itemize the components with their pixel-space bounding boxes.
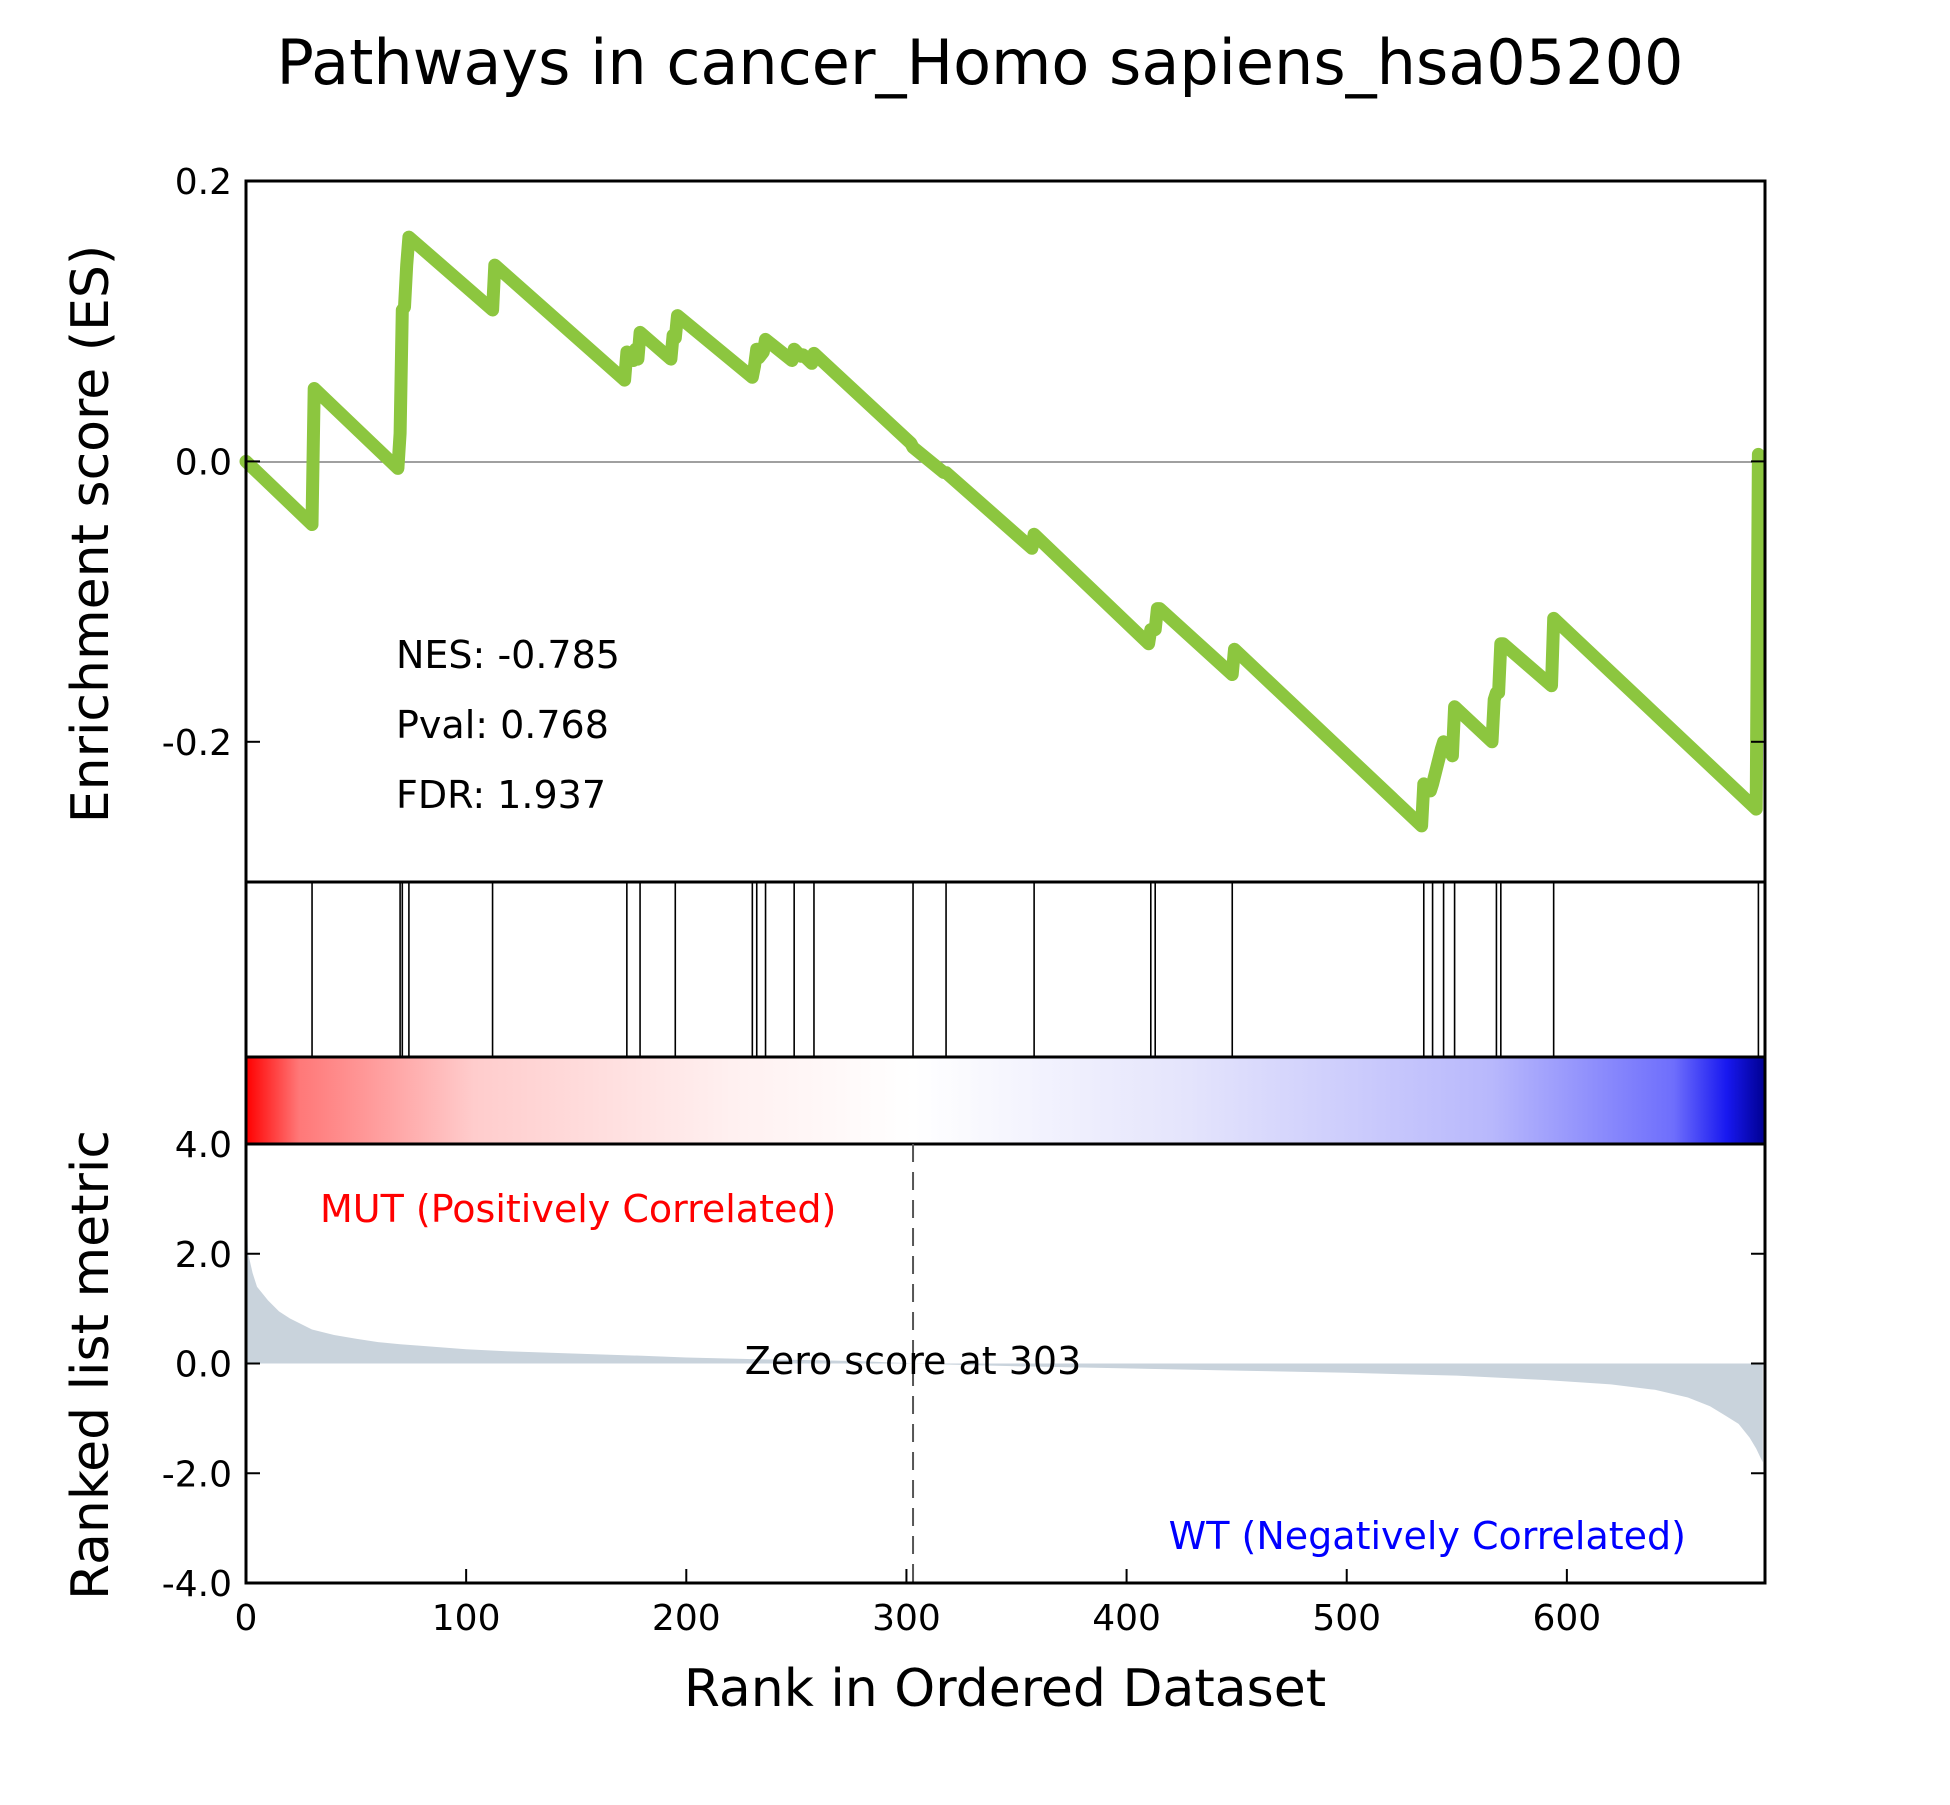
metric-y-tick-label: 2.0 <box>175 1235 232 1276</box>
metric-y-tick-label: -4.0 <box>162 1564 232 1605</box>
negative-correlation-label: WT (Negatively Correlated) <box>1169 1514 1686 1558</box>
x-tick-label: 500 <box>1312 1598 1381 1639</box>
nes-stat: NES: -0.785 <box>396 633 620 677</box>
es-series-line <box>239 230 1765 833</box>
hit-marks <box>311 882 1760 1057</box>
rank-gradient-bar <box>244 1055 1767 1146</box>
pval-stat: Pval: 0.768 <box>396 703 609 747</box>
x-ticks: 0 100 200 300 400 500 600 <box>235 1569 1602 1639</box>
metric-y-tick-label: 4.0 <box>175 1125 232 1166</box>
x-axis-label: Rank in Ordered Dataset <box>684 1659 1326 1719</box>
es-panel: 0.2 0.0 -0.2 Enrichment score (ES) NES: -0… <box>61 162 1767 884</box>
x-tick-label: 100 <box>432 1598 501 1639</box>
metric-y-ticks: 4.0 2.0 0.0 -2.0 -4.0 <box>162 1125 1765 1605</box>
chart-title: Pathways in cancer_Homo sapiens_hsa05200 <box>277 26 1684 99</box>
metric-y-tick-label: -2.0 <box>162 1454 232 1495</box>
es-y-axis-label: Enrichment score (ES) <box>61 245 121 823</box>
hits-panel <box>244 880 1767 1059</box>
metric-y-axis-label: Ranked list metric <box>61 1130 121 1600</box>
zero-score-label: Zero score at 303 <box>745 1339 1082 1383</box>
x-tick-label: 400 <box>1092 1598 1161 1639</box>
es-y-tick-label: -0.2 <box>162 723 232 764</box>
es-y-tick-label: 0.0 <box>175 442 232 483</box>
metric-y-tick-label: 0.0 <box>175 1345 232 1386</box>
es-y-ticks: 0.2 0.0 -0.2 <box>162 162 1765 764</box>
es-y-tick-label: 0.2 <box>175 162 232 203</box>
fdr-stat: FDR: 1.937 <box>396 773 606 817</box>
x-tick-label: 0 <box>235 1598 258 1639</box>
metric-panel-frame <box>244 1055 1767 1585</box>
x-tick-label: 600 <box>1533 1598 1602 1639</box>
metric-panel: 4.0 2.0 0.0 -2.0 -4.0 Ranked list metric MUT… <box>61 1055 1767 1605</box>
es-line-layer <box>239 230 1765 833</box>
x-tick-label: 300 <box>872 1598 941 1639</box>
x-tick-label: 200 <box>652 1598 721 1639</box>
positive-correlation-label: MUT (Positively Correlated) <box>320 1187 836 1231</box>
